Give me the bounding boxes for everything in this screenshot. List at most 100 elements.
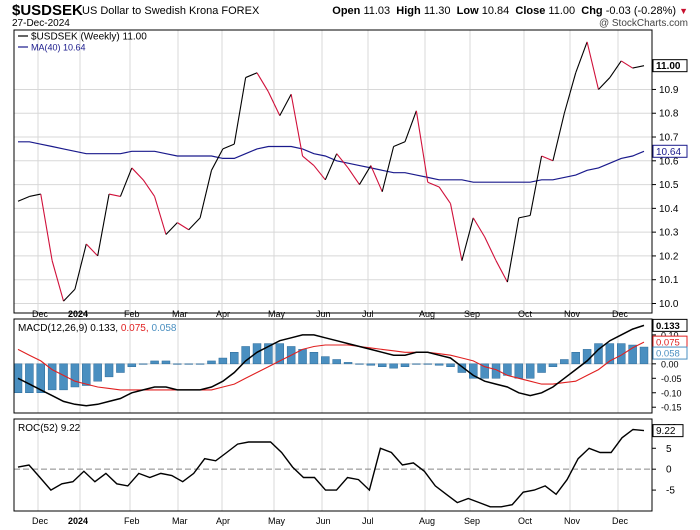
price-x-label: May	[268, 309, 286, 319]
macd-legend-macd: 0.133,	[90, 323, 121, 334]
roc-last-tag	[652, 424, 684, 438]
price-ytick-label: 10.3	[659, 228, 679, 239]
chart-header: $USDSEK US Dollar to Swedish Krona FOREX…	[0, 0, 700, 30]
roc-x-label: Feb	[124, 516, 140, 526]
price-segment	[290, 94, 304, 157]
price-segment	[427, 181, 440, 188]
quote-summary: Open 11.03 High 11.30 Low 10.84 Close 11…	[332, 5, 688, 17]
macd-last-tag	[652, 346, 688, 360]
macd-last-label: 0.058	[656, 349, 680, 360]
roc-panel-frame	[13, 418, 653, 512]
ma-legend: MA(40) 10.64	[31, 43, 86, 53]
price-segment	[404, 110, 417, 142]
price-segment	[609, 60, 622, 78]
price-x-label: Jul	[362, 309, 374, 319]
close-label: Close	[515, 5, 546, 17]
roc-x-label: Dec	[612, 516, 629, 526]
macd-hist-bar	[389, 363, 398, 369]
macd-legend: MACD(12,26,9) 0.133, 0.075, 0.058	[18, 323, 177, 334]
roc-legend: ROC(52) 9.22	[18, 423, 81, 434]
price-segment	[506, 217, 520, 283]
macd-hist-bar	[560, 359, 569, 365]
price-segment	[108, 193, 121, 198]
macd-hist-bar	[617, 343, 626, 365]
macd-hist-bar	[150, 360, 159, 365]
price-ytick-label: 10.0	[659, 299, 679, 310]
low-label: Low	[456, 5, 479, 17]
price-segment	[358, 165, 372, 185]
roc-x-label: Dec	[32, 516, 49, 526]
macd-hist-bar	[36, 363, 45, 394]
macd-hist-bar	[321, 356, 330, 365]
macd-hist-bar	[366, 363, 376, 366]
price-segment	[495, 260, 508, 283]
macd-hist-bar	[218, 357, 228, 365]
roc-x-label: Nov	[564, 516, 581, 526]
price-segment	[233, 77, 247, 145]
macd-hist-bar	[525, 363, 535, 379]
roc-ytick-label: -5	[666, 486, 675, 497]
macd-legend-hist: 0.058	[151, 323, 176, 334]
symbol-description: US Dollar to Swedish Krona FOREX	[82, 5, 260, 17]
macd-hist-bar	[184, 363, 193, 365]
price-segment	[393, 141, 406, 148]
macd-hist-bar	[400, 363, 410, 367]
macd-hist-bar	[332, 359, 341, 365]
price-last-tag	[652, 59, 688, 73]
credit[interactable]: @ StockCharts.com	[598, 18, 688, 29]
price-segment	[484, 236, 497, 261]
price-segment	[438, 186, 451, 204]
price-x-label: Aug	[419, 309, 435, 319]
macd-hist-bar	[230, 352, 239, 365]
roc-last-label: 9.22	[656, 426, 676, 437]
price-segment	[211, 148, 224, 171]
macd-ytick-label: -0.05	[661, 374, 682, 384]
price-segment	[313, 165, 326, 181]
roc-ytick-label: 0	[666, 465, 672, 476]
price-segment	[541, 155, 554, 162]
chg-value: -0.03 (-0.28%)	[605, 5, 677, 17]
price-segment	[222, 143, 235, 150]
price-segment	[598, 77, 611, 90]
open-value: 11.03	[363, 5, 391, 17]
macd-last-label: 0.075	[656, 338, 680, 349]
price-segment	[381, 146, 395, 192]
price-x-label: Dec	[32, 309, 49, 319]
price-segment	[177, 222, 190, 231]
price-last-tag	[652, 144, 688, 158]
roc-x-label: Mar	[172, 516, 188, 526]
high-value: 11.30	[423, 5, 451, 17]
price-segment	[74, 243, 87, 290]
macd-hist-bar	[457, 363, 467, 373]
price-ytick-label: 10.2	[659, 251, 679, 262]
price-segment	[620, 60, 633, 69]
roc-x-label: Aug	[419, 516, 435, 526]
macd-hist-bar	[104, 363, 114, 378]
macd-hist-bar	[423, 363, 432, 365]
macd-hist-bar	[161, 360, 171, 365]
macd-hist-bar	[639, 346, 649, 365]
macd-hist-bar	[309, 352, 319, 365]
price-x-label: Mar	[172, 309, 188, 319]
macd-hist-bar	[47, 363, 57, 391]
roc-x-label: Sep	[464, 516, 480, 526]
price-segment	[51, 260, 65, 302]
macd-hist-bar	[252, 343, 262, 365]
macd-hist-bar	[377, 363, 387, 367]
price-segment	[529, 155, 543, 216]
price-x-label: 2024	[68, 309, 88, 319]
macd-panel-frame	[13, 318, 653, 414]
macd-hist-bar	[412, 363, 421, 365]
price-ytick-label: 10.1	[659, 275, 679, 286]
macd-hist-bar	[127, 363, 137, 367]
price-segment	[347, 167, 360, 185]
roc-x-label: May	[268, 516, 286, 526]
price-ytick-label: 10.9	[659, 85, 679, 96]
price-segment	[575, 41, 588, 73]
chart-date: 27-Dec-2024	[12, 18, 70, 29]
symbol[interactable]: $USDSEK	[12, 2, 83, 19]
roc-line	[17, 428, 645, 508]
price-segment	[154, 196, 167, 235]
macd-hist-bar	[138, 363, 148, 365]
macd-hist-bar	[446, 363, 455, 367]
